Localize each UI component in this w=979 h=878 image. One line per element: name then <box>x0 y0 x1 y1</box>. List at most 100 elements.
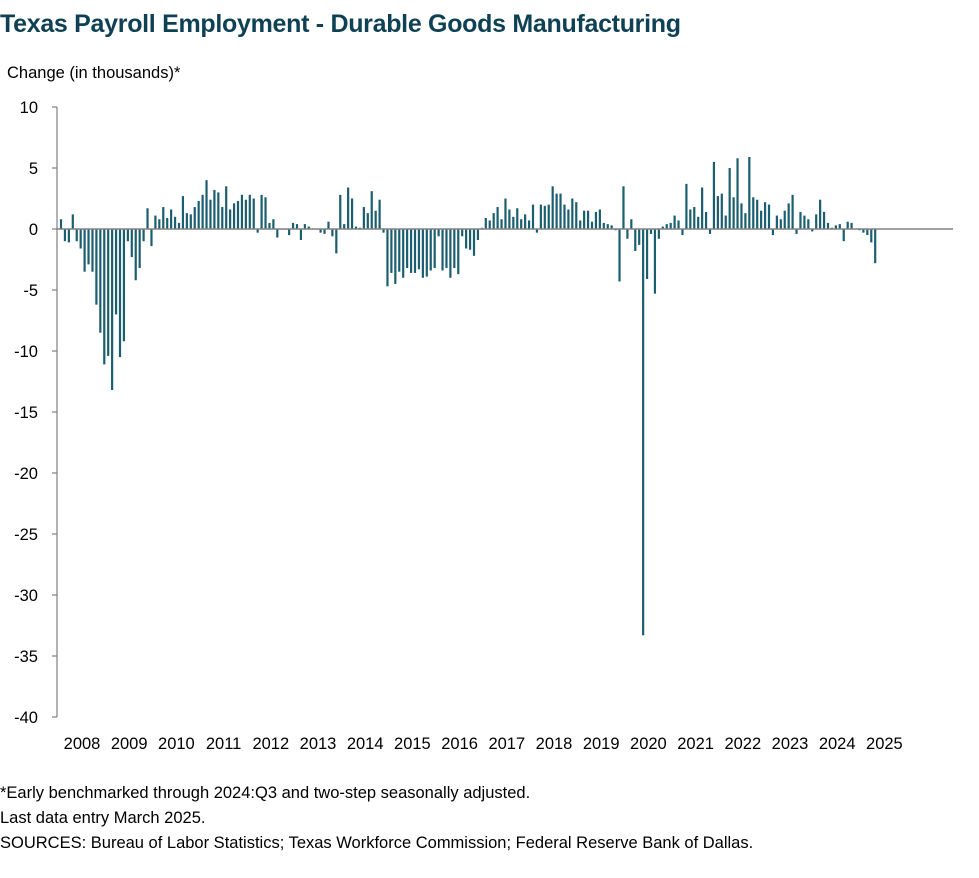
bar <box>138 229 141 269</box>
bar <box>244 199 247 229</box>
bar <box>162 207 165 229</box>
bar <box>661 226 664 229</box>
bar <box>453 229 456 269</box>
bar <box>134 229 137 281</box>
bar <box>413 229 417 273</box>
footnotes: *Early benchmarked through 2024:Q3 and t… <box>0 781 753 856</box>
x-tick-label: 2025 <box>866 735 903 753</box>
footnote-sources: SOURCES: Bureau of Labor Statistics; Tex… <box>0 834 754 852</box>
bar <box>166 218 169 229</box>
chart-title: Texas Payroll Employment - Durable Goods… <box>0 10 681 38</box>
bar <box>677 220 680 229</box>
bar <box>114 229 118 315</box>
x-tick-label: 2009 <box>111 735 148 753</box>
bar <box>618 229 621 282</box>
bar <box>95 229 98 305</box>
bar <box>99 229 102 333</box>
bar <box>744 213 747 229</box>
bar <box>189 214 192 229</box>
x-tick-label: 2018 <box>536 735 573 753</box>
bar <box>142 229 145 242</box>
x-tick-label: 2021 <box>677 735 714 753</box>
bar <box>366 213 369 229</box>
bar <box>626 229 629 239</box>
bar <box>472 229 476 256</box>
bar <box>71 214 74 229</box>
bar <box>299 229 303 240</box>
bar <box>834 225 837 229</box>
bar <box>630 219 633 229</box>
y-tick-label: -15 <box>14 404 38 422</box>
bar <box>681 229 684 236</box>
bar <box>724 215 727 229</box>
bar <box>374 210 377 229</box>
bar <box>409 229 413 273</box>
bar <box>488 220 491 229</box>
bar <box>645 229 649 280</box>
bar <box>543 205 546 229</box>
y-tick-label: -10 <box>14 343 38 361</box>
bar <box>111 229 114 391</box>
y-axis-label: Change (in thousands)* <box>7 64 181 82</box>
bar <box>602 222 605 229</box>
bar <box>229 209 232 229</box>
bar <box>524 214 527 229</box>
x-tick-label: 2020 <box>630 735 667 753</box>
bar <box>378 199 381 229</box>
bar <box>712 161 716 229</box>
bar <box>347 187 350 229</box>
bar <box>449 229 452 278</box>
bar <box>571 198 574 229</box>
bar <box>429 229 432 271</box>
bar <box>201 194 204 229</box>
bar <box>445 229 448 269</box>
bar <box>775 215 778 229</box>
bar <box>748 157 751 229</box>
bar <box>468 229 472 250</box>
bar <box>756 199 759 229</box>
x-axis-labels: 2008 2009 2010 2011 2012 2013 2014 2015 2016 2017… <box>64 735 903 753</box>
bar <box>653 229 657 294</box>
bar <box>343 224 346 229</box>
bar <box>500 219 503 229</box>
footnote-benchmark: *Early benchmarked through 2024:Q3 and t… <box>0 784 531 802</box>
bar <box>390 229 393 273</box>
bar <box>791 194 794 229</box>
bar <box>252 198 255 229</box>
bar <box>665 224 668 229</box>
bar <box>516 208 519 229</box>
bar <box>767 204 771 229</box>
bar <box>268 222 271 229</box>
bar <box>79 229 82 249</box>
bar-chart: 10 5 0 -5 -10 -15 -20 -25 -30 -35 -40 2008 2009 2010… <box>14 99 953 753</box>
bar <box>465 229 468 249</box>
bar <box>736 158 739 229</box>
bar <box>248 194 251 229</box>
y-tick-label: -5 <box>23 282 38 300</box>
bar <box>496 207 499 229</box>
bar <box>272 219 275 229</box>
x-tick-label: 2017 <box>488 735 525 753</box>
bar <box>807 219 810 229</box>
bar <box>437 229 440 237</box>
bar <box>811 229 814 232</box>
bar <box>158 219 161 229</box>
bar <box>350 198 354 229</box>
bar <box>575 202 578 229</box>
bar <box>260 194 263 229</box>
bar <box>838 224 841 229</box>
bar <box>103 229 106 365</box>
x-tick-label: 2024 <box>819 735 856 753</box>
bar <box>185 213 188 229</box>
bar <box>787 203 790 229</box>
bar <box>689 209 692 229</box>
bar <box>704 211 708 229</box>
bar <box>531 204 535 229</box>
bar <box>697 216 700 229</box>
bar <box>716 196 719 229</box>
x-tick-label: 2011 <box>206 735 241 753</box>
y-tick-label: -35 <box>14 648 38 666</box>
bar-series <box>57 157 953 636</box>
x-tick-label: 2015 <box>394 735 431 753</box>
bar <box>441 229 444 271</box>
